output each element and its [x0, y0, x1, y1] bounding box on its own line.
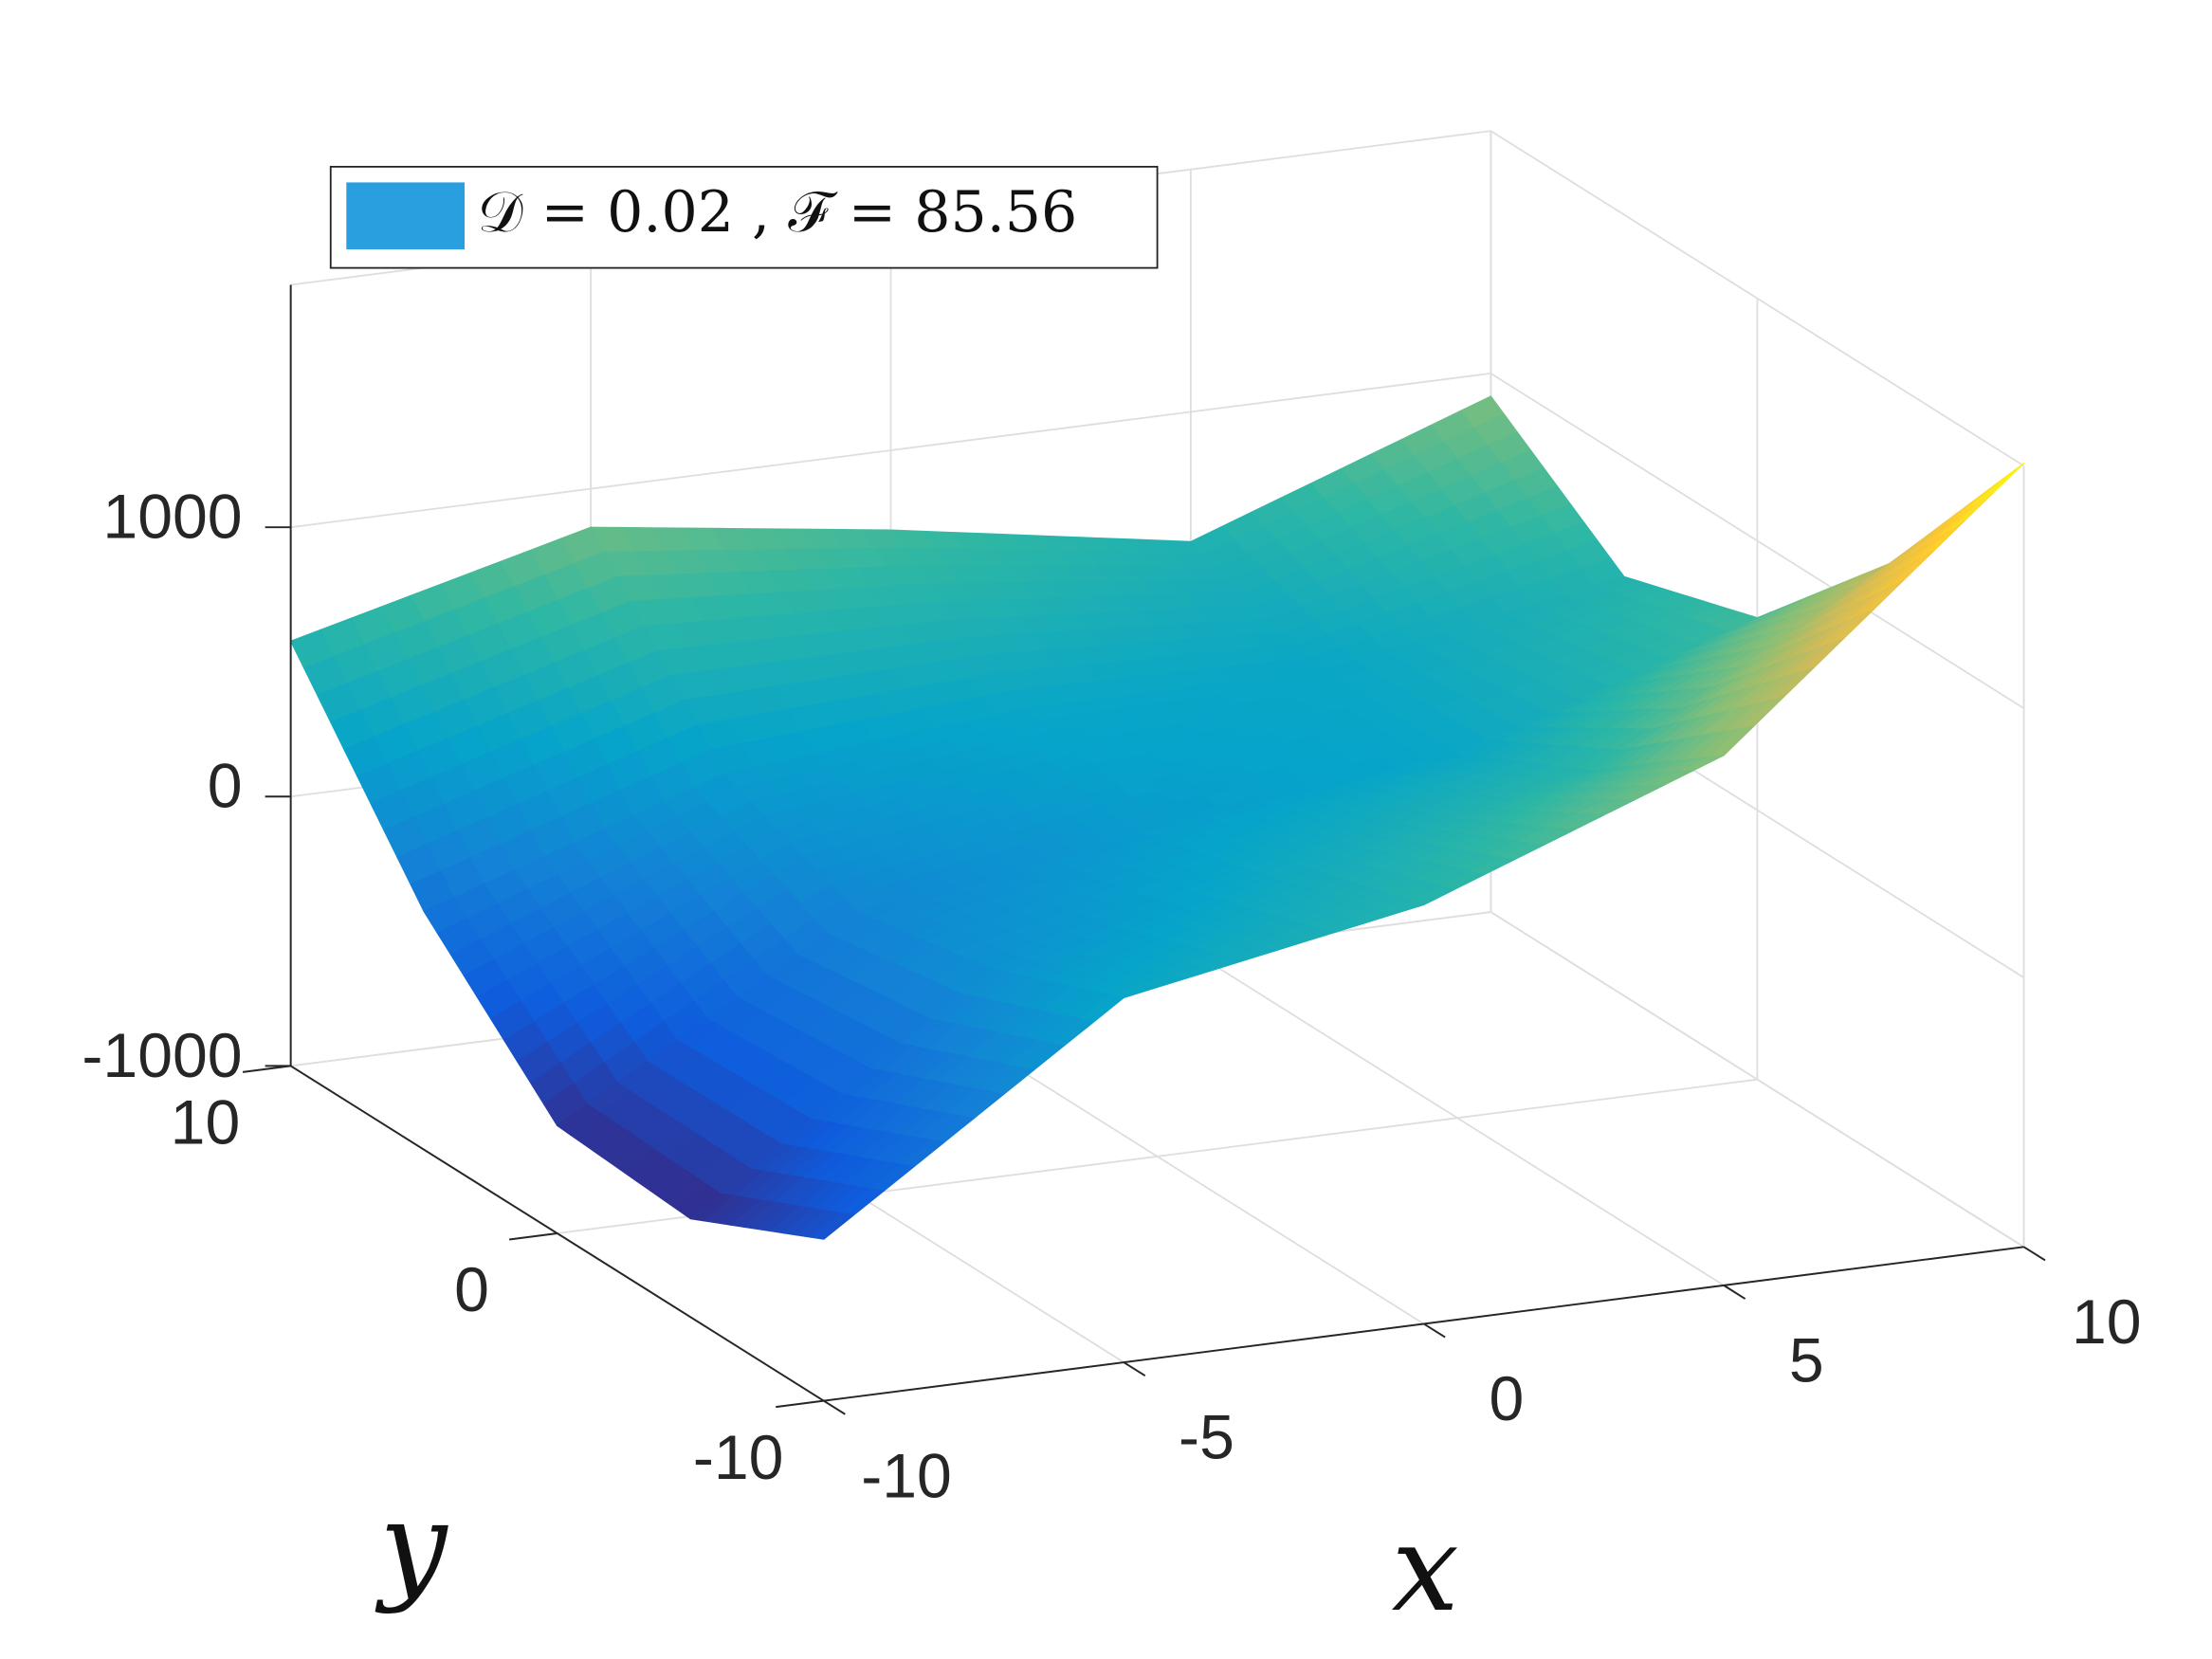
surface-patch [1980, 462, 2025, 502]
surface-patch [1949, 491, 1995, 531]
x-tick [1123, 1361, 1146, 1377]
x-tick-label: 10 [2072, 1287, 2142, 1358]
y-tick [242, 1065, 291, 1073]
surface-cell [723, 708, 1159, 913]
surface-cell [1323, 575, 1759, 756]
surface-cell [590, 526, 1025, 775]
surface-cell [1156, 754, 1592, 865]
x-tick-label: -10 [861, 1441, 952, 1511]
surface-patch [810, 1212, 855, 1240]
grid-line [290, 372, 1491, 529]
y-tick-label: -10 [693, 1423, 784, 1493]
y-tick [776, 1399, 824, 1409]
legend-swatch [346, 182, 466, 250]
surface-cell [1589, 462, 2025, 772]
x-tick-label: -5 [1179, 1403, 1234, 1473]
legend-label: 𝒟 = 0.02 , ℱ = 85.56 [478, 179, 1078, 246]
grid-line [1490, 911, 2025, 1249]
legend-box [329, 165, 1159, 269]
y-tick [508, 1232, 558, 1241]
x-tick [1423, 1322, 1446, 1339]
surface-cell [856, 819, 1291, 970]
surface-cell [990, 862, 1425, 998]
x-tick [823, 1399, 846, 1415]
grid-line [1490, 373, 2025, 709]
surface-cell [423, 774, 858, 1126]
z-tick-label: 0 [208, 752, 243, 822]
axes: -1000 0 1000 -10 -5 0 5 10 -10 0 10 [82, 284, 2142, 1511]
x-tick-label: 5 [1789, 1326, 1824, 1396]
surface [290, 395, 2025, 1240]
surface-cell [1190, 395, 1625, 672]
y-axis-label: y [375, 1476, 448, 1615]
z-tick-label: -1000 [82, 1021, 242, 1091]
plot: -1000 0 1000 -10 -5 0 5 10 -10 0 10 𝒟 = 0.02 , ℱ =… [82, 130, 2142, 1638]
y-tick-label: 0 [454, 1255, 489, 1325]
y-tick-label: 10 [171, 1088, 241, 1158]
surface-cell [290, 526, 725, 913]
x-tick [2023, 1246, 2046, 1262]
x-tick [1723, 1285, 1746, 1300]
surface-cell [689, 968, 1124, 1240]
z-tick-label: 1000 [102, 483, 242, 553]
x-axis-label: x [1392, 1499, 1459, 1638]
surface-cell [889, 529, 1325, 710]
surface-cell [1023, 669, 1458, 821]
surface-cell [557, 911, 992, 1220]
surface-cell [1456, 562, 1892, 772]
x-tick-label: 0 [1489, 1364, 1524, 1434]
legend: 𝒟 = 0.02 , ℱ = 85.56 [329, 165, 1159, 269]
surface-cell [1289, 755, 1725, 906]
